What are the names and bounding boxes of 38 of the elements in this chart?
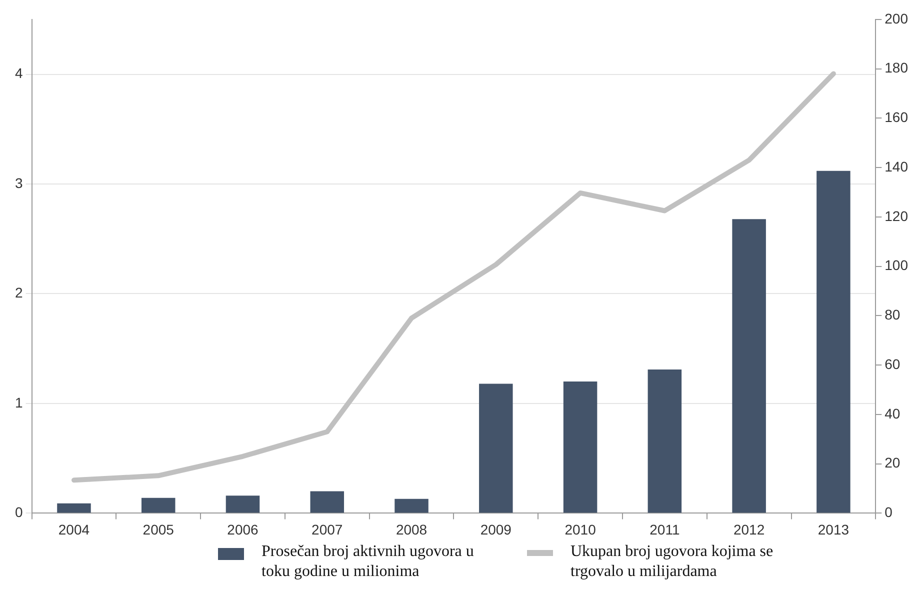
y2-tick-label: 0 <box>884 504 893 520</box>
x-tick-label: 2009 <box>480 521 512 538</box>
x-tick-label: 2012 <box>733 521 765 538</box>
x-tick-label: 2007 <box>312 521 343 538</box>
legend-label: Ukupan broj ugovora kojima se trgovalo u milijardama <box>570 542 774 582</box>
bar <box>226 496 260 513</box>
y-tick-label: 0 <box>14 504 23 520</box>
x-tick-label: 2010 <box>564 521 596 538</box>
y2-tick-label: 120 <box>884 208 908 224</box>
y-tick-label: 1 <box>14 394 23 410</box>
y-tick-label: 4 <box>14 65 23 82</box>
x-tick-label: 2006 <box>227 521 259 538</box>
x-tick-label: 2004 <box>58 521 90 538</box>
y2-tick-label: 80 <box>884 306 900 323</box>
bar <box>732 219 766 513</box>
y2-tick-label: 20 <box>884 454 900 471</box>
bar <box>57 503 91 513</box>
y-tick-label: 3 <box>14 174 23 191</box>
y2-tick-label: 200 <box>884 10 908 26</box>
x-tick-label: 2011 <box>650 521 680 538</box>
legend-label: Prosečan broj aktivnih ugovora u toku godine u milionima <box>262 542 475 582</box>
bar <box>816 170 850 513</box>
bar <box>479 384 513 513</box>
bar <box>394 498 428 513</box>
y-tick-label: 2 <box>14 284 23 301</box>
bar <box>310 491 344 513</box>
x-tick-label: 2013 <box>818 521 850 538</box>
x-tick-label: 2005 <box>142 521 174 538</box>
x-tick-label: 2008 <box>396 521 428 538</box>
y2-tick-label: 40 <box>884 405 900 422</box>
bar <box>563 382 598 513</box>
y2-tick-label: 180 <box>884 60 908 76</box>
y2-tick-label: 60 <box>884 356 900 372</box>
bar <box>648 369 682 513</box>
bar <box>141 498 176 513</box>
y2-tick-label: 160 <box>884 109 908 126</box>
y2-tick-label: 140 <box>884 158 908 174</box>
y2-tick-label: 100 <box>884 257 908 274</box>
